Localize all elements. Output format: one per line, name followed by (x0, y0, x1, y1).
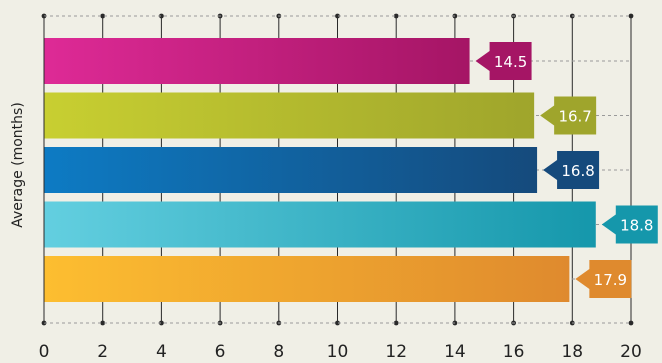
tick-dot-10-bottom (335, 320, 340, 326)
data-label-callout-2 (543, 151, 600, 189)
data-label-callout-0 (475, 42, 532, 80)
x-tick-label: 2 (97, 342, 108, 362)
x-tick-label: 6 (215, 342, 226, 362)
x-tick-label: 12 (385, 342, 407, 362)
data-label-4: 17.9 (594, 271, 627, 289)
tick-dot-2-top (100, 13, 106, 19)
tick-dot-4-bottom (159, 320, 164, 326)
x-tick-label: 0 (39, 342, 50, 362)
data-label-1: 16.7 (558, 108, 591, 126)
data-label-callout-4 (575, 260, 632, 298)
x-tick-label: 16 (503, 342, 525, 362)
tick-dot-12-top (393, 13, 399, 19)
tick-dot-20-bottom (628, 320, 634, 326)
x-tick-label: 10 (327, 342, 349, 362)
tick-dot-2-bottom (100, 320, 106, 326)
x-tick-label: 8 (273, 342, 284, 362)
data-labels-layer: 14.5 16.7 16.8 18.8 17.9 (475, 42, 658, 298)
bars-layer (44, 38, 596, 302)
bar-1 (44, 92, 535, 139)
x-tick-label: 18 (561, 342, 583, 362)
bar-3 (44, 201, 596, 248)
x-tick-label: 14 (444, 342, 466, 362)
tick-dot-20-top (628, 13, 634, 19)
x-axis: 0 2 4 6 8 10 12 14 16 18 20 (39, 16, 642, 362)
tick-dot-4-top (159, 13, 164, 19)
tick-dot-10-top (335, 13, 340, 19)
x-tick-label: 20 (620, 342, 642, 362)
data-label-0: 14.5 (494, 53, 527, 71)
tick-dot-12-bottom (393, 320, 399, 326)
data-label-3: 18.8 (620, 217, 653, 235)
bar-4 (44, 256, 570, 302)
bar-0 (44, 38, 470, 84)
data-label-callout-1 (540, 96, 597, 135)
data-label-callout-3 (601, 205, 658, 244)
x-tick-label: 4 (156, 342, 167, 362)
data-label-2: 16.8 (561, 162, 594, 180)
y-axis-label: Average (months) (10, 102, 26, 228)
bar-2 (44, 147, 538, 193)
